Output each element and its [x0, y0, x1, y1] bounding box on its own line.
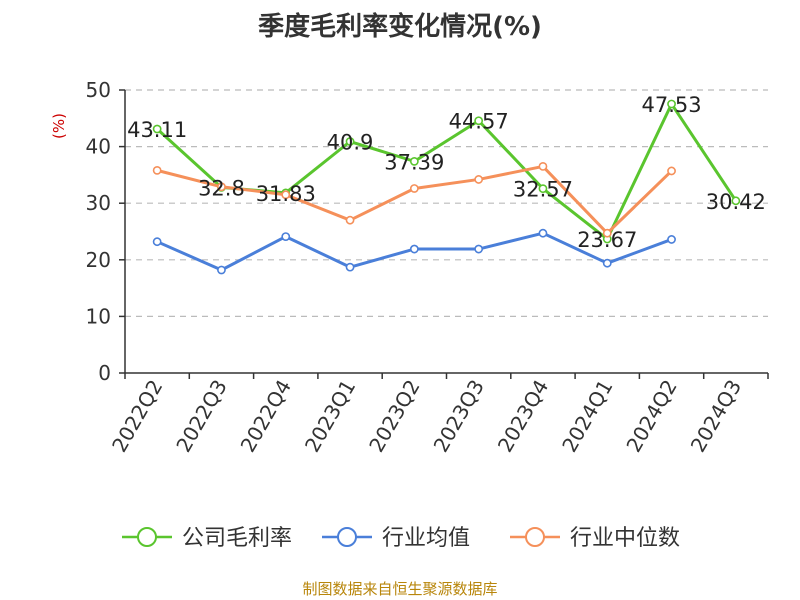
- chart-title: 季度毛利率变化情况(%): [258, 12, 542, 42]
- series-point-0: [409, 156, 419, 166]
- series-point-2: [409, 184, 419, 193]
- series-point-2: [474, 175, 484, 184]
- series-point-2: [602, 228, 612, 238]
- legend-label: 行业均值: [382, 526, 470, 551]
- y-tick-label: 40: [86, 135, 111, 159]
- data-label: 32.8: [198, 176, 245, 200]
- y-axis-label: (%): [50, 113, 68, 139]
- series-point-2: [281, 190, 291, 200]
- y-tick-label: 50: [86, 78, 111, 102]
- series-point-0: [152, 124, 162, 134]
- series-point-1: [538, 228, 548, 238]
- legend-marker: [137, 527, 157, 547]
- series-point-2: [217, 182, 226, 192]
- series-point-2: [667, 166, 676, 176]
- data-label: 23.67: [577, 228, 637, 252]
- y-tick-label: 20: [86, 248, 111, 272]
- legend-marker: [525, 527, 545, 547]
- series-point-0: [667, 99, 676, 109]
- data-label: 40.9: [327, 131, 374, 155]
- series-point-0: [731, 196, 741, 206]
- series-point-1: [602, 258, 612, 268]
- data-label: 32.57: [513, 178, 573, 202]
- series-point-0: [345, 137, 355, 146]
- series-point-1: [345, 262, 355, 272]
- legend-label: 行业中位数: [570, 526, 680, 551]
- series-point-1: [281, 232, 291, 241]
- series-point-1: [667, 235, 676, 244]
- series-point-1: [409, 244, 419, 254]
- x-tick-label: 2024Q3: [686, 376, 746, 457]
- series-line-0: [156, 102, 738, 241]
- series-point-1: [152, 237, 162, 247]
- x-tick-label: 2023Q4: [493, 376, 553, 457]
- data-label: 37.39: [384, 150, 444, 174]
- source-note: 制图数据来自恒生聚源数据库: [302, 580, 498, 598]
- y-tick-label: 0: [98, 361, 111, 385]
- x-tick-label: 2023Q2: [364, 376, 424, 457]
- series-point-0: [538, 184, 548, 194]
- x-tick-label: 2023Q1: [300, 376, 360, 457]
- x-tick-label: 2023Q3: [429, 376, 489, 457]
- legend-label: 公司毛利率: [182, 526, 292, 551]
- series-point-2: [538, 162, 548, 171]
- x-tick-label: 2024Q2: [621, 376, 681, 457]
- data-label: 47.53: [641, 93, 701, 117]
- x-tick-label: 2022Q3: [171, 376, 231, 457]
- series-point-2: [345, 215, 355, 225]
- data-label: 43.11: [127, 118, 187, 142]
- y-tick-label: 10: [86, 304, 111, 328]
- series-point-0: [474, 116, 484, 126]
- legend-marker: [337, 527, 357, 547]
- series-point-2: [152, 165, 162, 175]
- series-point-1: [474, 244, 484, 254]
- data-label: 44.57: [449, 110, 509, 134]
- x-tick-label: 2024Q1: [557, 376, 617, 457]
- x-tick-label: 2022Q4: [236, 376, 296, 457]
- y-tick-label: 30: [86, 191, 111, 215]
- data-label: 30.42: [706, 190, 766, 214]
- x-tick-label: 2022Q2: [107, 376, 167, 457]
- series-point-1: [217, 265, 226, 275]
- data-label: 31.83: [256, 182, 316, 206]
